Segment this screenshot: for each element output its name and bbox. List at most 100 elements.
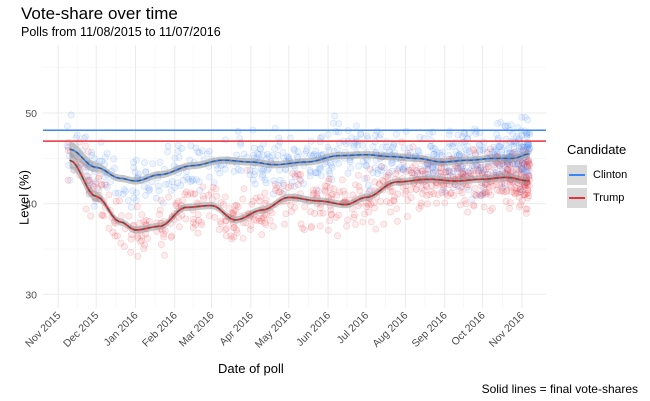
poll-point [228, 235, 236, 243]
poll-point [187, 142, 195, 150]
poll-point [495, 142, 503, 150]
poll-point [524, 138, 532, 146]
poll-point [449, 167, 457, 175]
poll-point [291, 182, 298, 190]
poll-point [503, 186, 511, 194]
poll-point [222, 226, 229, 234]
poll-point [316, 222, 324, 230]
poll-point [414, 168, 421, 176]
poll-point [297, 171, 305, 178]
poll-point [524, 194, 531, 202]
poll-point [221, 165, 229, 173]
poll-point [456, 145, 464, 152]
poll-point [445, 131, 453, 139]
poll-point [349, 191, 357, 199]
poll-point [203, 150, 211, 158]
poll-point [433, 199, 440, 207]
poll-point [384, 173, 392, 181]
poll-point [251, 168, 259, 175]
poll-point [347, 164, 355, 172]
poll-point [263, 150, 271, 158]
poll-point [510, 143, 518, 150]
poll-point [250, 151, 257, 159]
poll-point [165, 193, 172, 201]
poll-point [394, 167, 402, 175]
poll-point [385, 169, 393, 177]
poll-point [524, 143, 531, 151]
poll-point [444, 192, 452, 199]
poll-point [275, 188, 283, 196]
poll-point [200, 195, 208, 203]
poll-point [231, 207, 239, 215]
poll-point [103, 183, 111, 191]
poll-point [424, 165, 432, 173]
x-tick-label: May 2016 [253, 310, 294, 351]
poll-point [282, 210, 290, 218]
poll-point [495, 143, 502, 151]
poll-point [363, 174, 371, 182]
poll-point [156, 158, 164, 166]
poll-point [165, 180, 173, 188]
poll-point [172, 201, 180, 209]
poll-point [523, 143, 531, 151]
poll-point [328, 211, 335, 218]
poll-point [436, 149, 444, 157]
x-tick-label: Dec 2015 [61, 310, 101, 350]
poll-point [234, 127, 242, 135]
poll-point [430, 190, 438, 198]
poll-point [516, 185, 524, 193]
poll-point [164, 148, 171, 156]
poll-point [417, 199, 425, 207]
poll-point [476, 141, 484, 149]
poll-point [138, 211, 146, 219]
poll-point [411, 161, 419, 169]
poll-point [91, 155, 98, 163]
poll-point [251, 180, 259, 188]
poll-point [451, 165, 459, 172]
poll-point [261, 219, 269, 227]
poll-point [521, 191, 529, 199]
poll-point [82, 167, 89, 174]
poll-point [423, 192, 431, 199]
poll-point [447, 189, 455, 197]
poll-point [520, 160, 528, 168]
poll-point [526, 160, 533, 168]
poll-point [511, 189, 518, 197]
poll-point [441, 199, 449, 207]
poll-point [132, 189, 140, 197]
poll-point [398, 165, 406, 173]
poll-point [523, 163, 531, 171]
poll-point [90, 203, 98, 210]
poll-point [294, 148, 302, 155]
poll-point [448, 142, 456, 150]
poll-point [515, 167, 523, 175]
poll-point [355, 162, 363, 170]
poll-point [303, 144, 311, 152]
poll-point [377, 167, 385, 175]
poll-point [274, 151, 282, 159]
poll-point [390, 197, 398, 204]
poll-point [518, 131, 526, 139]
poll-point [519, 143, 527, 151]
poll-point [254, 150, 261, 158]
poll-point [480, 138, 488, 146]
poll-point [382, 173, 390, 180]
poll-point [414, 146, 422, 154]
poll-point [438, 189, 446, 197]
poll-point [489, 205, 496, 212]
poll-point [114, 232, 121, 240]
poll-point [266, 153, 273, 161]
poll-point [428, 164, 436, 172]
poll-point [357, 130, 365, 138]
poll-point [190, 219, 197, 227]
poll-point [514, 185, 521, 193]
poll-point [88, 180, 96, 188]
poll-point [144, 184, 152, 192]
poll-point [439, 186, 447, 194]
poll-point [248, 200, 256, 208]
poll-point [444, 168, 452, 176]
poll-point [423, 183, 431, 190]
poll-point [231, 202, 239, 210]
poll-point [353, 122, 360, 130]
poll-point [160, 233, 168, 241]
